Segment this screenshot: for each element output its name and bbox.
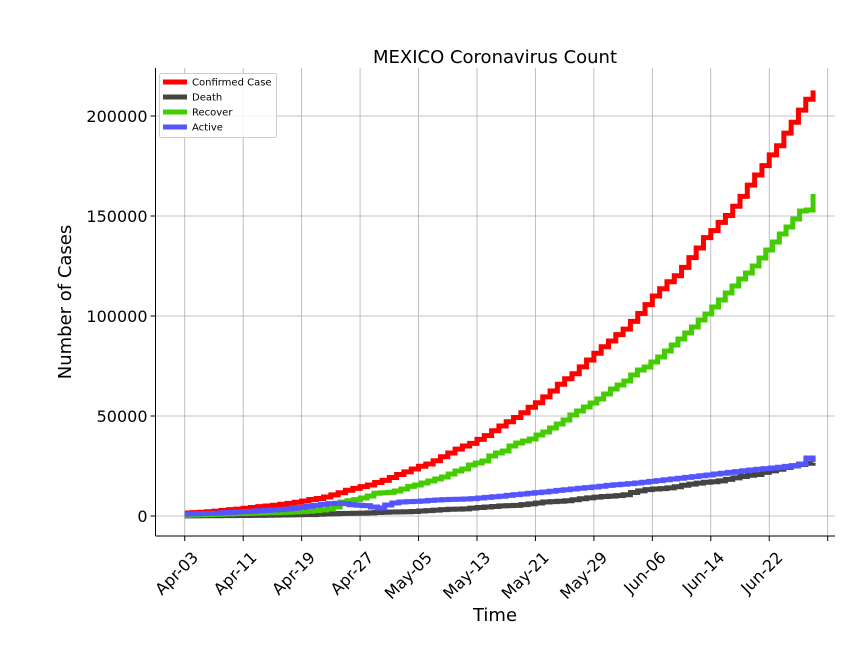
series-line-death bbox=[184, 460, 816, 519]
legend-label: Confirmed Case bbox=[192, 78, 272, 89]
x-axis-label: Time bbox=[472, 605, 517, 626]
y-tick-label: 100000 bbox=[86, 307, 147, 326]
series-line-active bbox=[184, 455, 816, 517]
y-tick-label: 200000 bbox=[86, 107, 147, 126]
grid bbox=[155, 68, 835, 536]
legend-label: Death bbox=[192, 93, 222, 104]
legend-label: Active bbox=[192, 123, 223, 134]
y-tick-label: 150000 bbox=[86, 207, 147, 226]
y-ticks: 0 50000 100000 150000 200000 bbox=[86, 107, 156, 526]
y-axis-label: Number of Cases bbox=[55, 225, 76, 380]
series-line-confirmed-case bbox=[184, 90, 816, 516]
legend: Confirmed Case Death Recover Active bbox=[159, 73, 277, 138]
y-tick-label: 50000 bbox=[97, 407, 148, 426]
chart-title: MEXICO Coronavirus Count bbox=[373, 47, 617, 68]
axes bbox=[155, 68, 835, 537]
legend-label: Recover bbox=[192, 108, 233, 119]
y-tick-label: 0 bbox=[137, 507, 147, 526]
legend-box bbox=[159, 73, 277, 138]
series-group bbox=[184, 90, 816, 519]
series-line-recover bbox=[184, 194, 816, 518]
